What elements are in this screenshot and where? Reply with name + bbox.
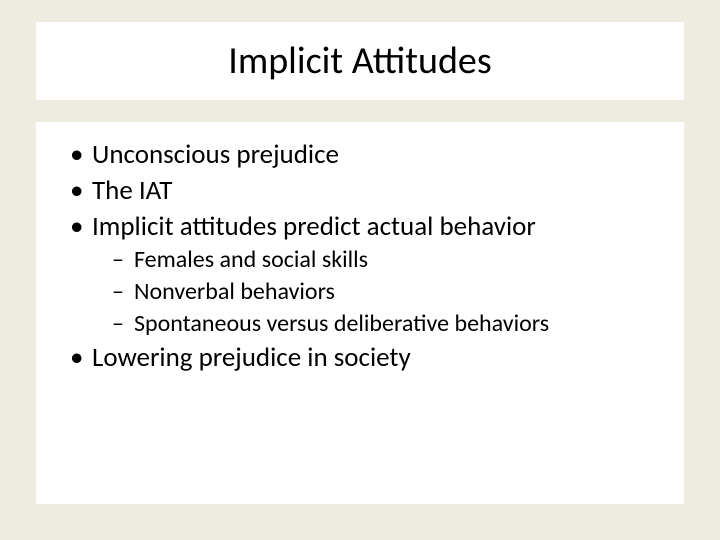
slide-title: Implicit Attitudes [228,38,491,84]
title-box: Implicit Attitudes [36,22,684,100]
bullet-item: Unconscious prejudice [70,138,674,172]
bullet-item: Lowering prejudice in society [70,341,674,375]
sub-bullet-item: Spontaneous versus deliberative behavior… [112,309,674,339]
sub-bullet-item: Females and social skills [112,245,674,275]
slide: Implicit Attitudes Unconscious prejudice… [0,0,720,540]
sub-bullet-item: Nonverbal behaviors [112,277,674,307]
content-box: Unconscious prejudice The IAT Implicit a… [36,122,684,504]
bullet-item: The IAT [70,174,674,208]
bullet-item: Implicit attitudes predict actual behavi… [70,210,674,244]
